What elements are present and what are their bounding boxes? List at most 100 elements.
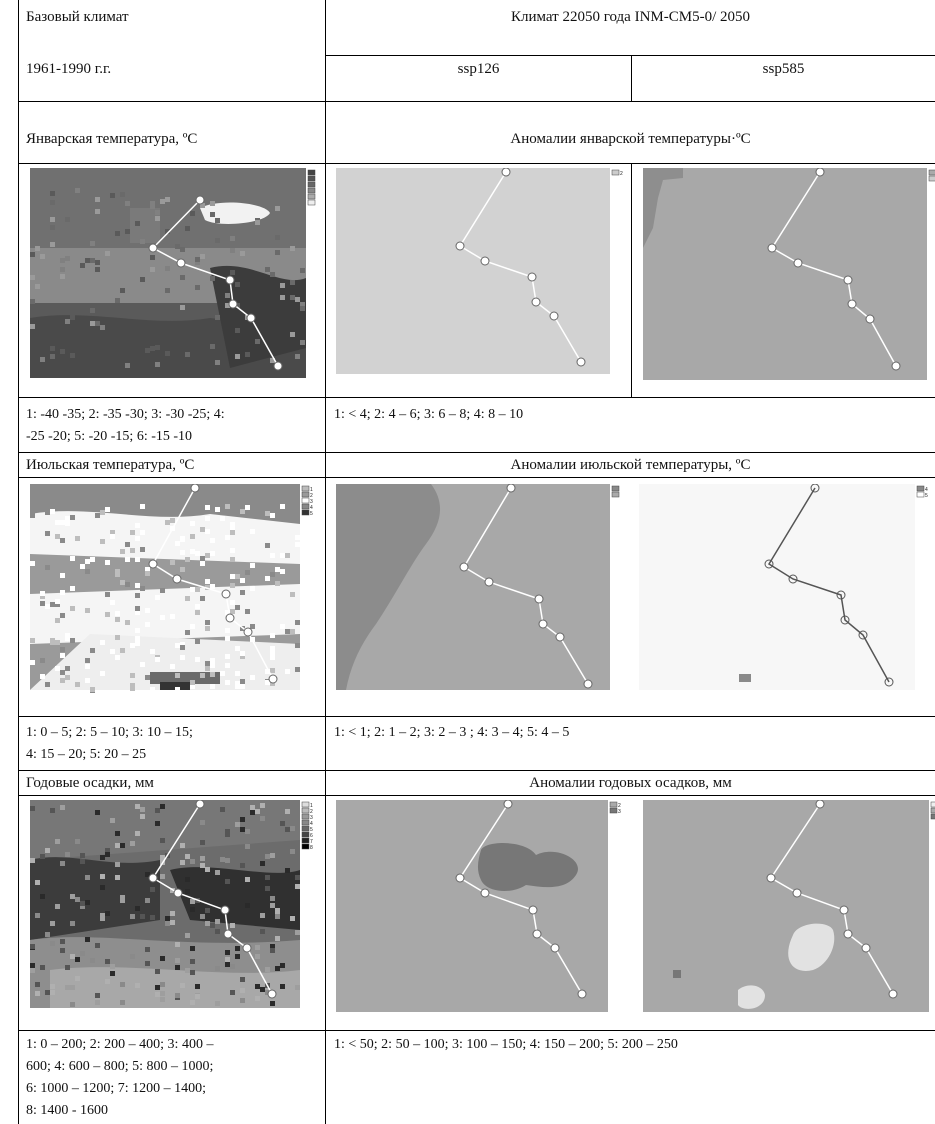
precip-ssp585-map bbox=[643, 800, 935, 1026]
base-period: 1961-1990 г.г. bbox=[26, 61, 112, 77]
precip-base-legend-1: 1: 0 – 200; 2: 200 – 400; 3: 400 – bbox=[26, 1037, 214, 1052]
station-marker bbox=[550, 943, 560, 953]
precip-anomaly-legend: 1: < 50; 2: 50 – 100; 3: 100 – 150; 4: 1… bbox=[334, 1037, 678, 1052]
legend-swatch bbox=[301, 503, 310, 510]
july-ssp126-map bbox=[336, 484, 626, 704]
station-marker bbox=[242, 943, 252, 953]
station-marker bbox=[506, 484, 516, 493]
january-ssp126-map: 2 bbox=[336, 168, 626, 388]
legend-swatch bbox=[301, 813, 310, 820]
legend-swatch bbox=[301, 801, 310, 808]
scenario-ssp585: ssp585 bbox=[762, 61, 805, 77]
station-marker bbox=[172, 574, 182, 584]
legend-key: 2 bbox=[310, 493, 313, 499]
station-marker bbox=[176, 258, 186, 268]
legend-key: 4 bbox=[310, 821, 313, 827]
station-marker bbox=[576, 357, 586, 367]
station-marker bbox=[225, 275, 235, 285]
station-marker bbox=[815, 168, 825, 177]
legend-swatch bbox=[928, 175, 935, 182]
row-line-8 bbox=[18, 795, 935, 796]
station-marker bbox=[503, 800, 513, 809]
legend-swatch bbox=[307, 169, 316, 176]
legend-swatch bbox=[307, 199, 316, 206]
legend-swatch bbox=[307, 193, 316, 200]
row-line-4 bbox=[18, 452, 935, 453]
station-marker bbox=[459, 562, 469, 572]
map-canvas: 45 bbox=[639, 484, 928, 690]
table-divider-scenario-header bbox=[631, 55, 632, 101]
station-marker bbox=[480, 888, 490, 898]
legend-swatch bbox=[301, 497, 310, 504]
station-marker bbox=[223, 929, 233, 939]
station-marker bbox=[538, 619, 548, 629]
station-marker bbox=[273, 361, 283, 371]
legend-swatch bbox=[307, 187, 316, 194]
station-marker bbox=[228, 299, 238, 309]
legend-key: 4 bbox=[925, 487, 928, 493]
legend-swatch bbox=[611, 169, 620, 176]
station-marker bbox=[792, 888, 802, 898]
station-marker bbox=[839, 905, 849, 915]
station-marker bbox=[861, 943, 871, 953]
station-marker bbox=[810, 484, 820, 493]
scenario-ssp126: ssp126 bbox=[457, 61, 500, 77]
station-marker bbox=[221, 589, 231, 599]
station-marker bbox=[455, 241, 465, 251]
map-canvas: 2 bbox=[336, 168, 623, 374]
map-canvas: 23 bbox=[336, 800, 621, 1012]
station-marker bbox=[888, 989, 898, 999]
row-line-5 bbox=[18, 477, 935, 478]
july-anomaly-legend: 1: < 1; 2: 1 – 2; 3: 2 – 3 ; 4: 3 – 4; 5… bbox=[334, 725, 570, 740]
legend-swatch bbox=[928, 169, 935, 176]
precip-title: Годовые осадки, мм bbox=[26, 775, 154, 791]
july-anomaly-title: Аномалии июльской температуры, ºС bbox=[510, 457, 751, 473]
station-marker bbox=[267, 989, 277, 999]
row-line-3 bbox=[18, 397, 935, 398]
station-marker bbox=[836, 590, 846, 600]
station-marker bbox=[528, 905, 538, 915]
station-marker bbox=[884, 677, 894, 687]
station-marker bbox=[766, 873, 776, 883]
january-base-legend-1: 1: -40 -35; 2: -35 -30; 3: -30 -25; 4: bbox=[26, 407, 225, 422]
station-marker bbox=[195, 195, 205, 205]
station-marker bbox=[555, 632, 565, 642]
station-marker bbox=[455, 873, 465, 883]
station-marker bbox=[220, 905, 230, 915]
station-marker bbox=[891, 361, 901, 371]
station-marker bbox=[843, 275, 853, 285]
precip-base-legend-2: 600; 4: 600 – 800; 5: 800 – 1000; bbox=[26, 1059, 214, 1074]
legend-swatch bbox=[301, 825, 310, 832]
legend-key: 4 bbox=[310, 505, 313, 511]
legend-swatch bbox=[307, 175, 316, 182]
map-canvas bbox=[643, 800, 935, 1012]
station-marker bbox=[195, 800, 205, 809]
legend-swatch bbox=[301, 831, 310, 838]
legend-swatch bbox=[930, 813, 935, 820]
station-marker bbox=[577, 989, 587, 999]
legend-key: 2 bbox=[310, 809, 313, 815]
january-temp-title: Январская температура, ºС bbox=[26, 131, 198, 147]
january-anomaly-legend: 1: < 4; 2: 4 – 6; 3: 6 – 8; 4: 8 – 10 bbox=[334, 407, 524, 422]
legend-swatch bbox=[611, 491, 620, 498]
station-marker bbox=[847, 299, 857, 309]
precip-base-legend-4: 8: 1400 - 1600 bbox=[26, 1103, 109, 1118]
legend-key: 7 bbox=[310, 839, 313, 845]
station-marker bbox=[767, 243, 777, 253]
july-temp-title: Июльская температура, ºС bbox=[26, 457, 195, 473]
table-divider-main bbox=[325, 0, 326, 1124]
legend-swatch bbox=[301, 819, 310, 826]
station-marker bbox=[501, 168, 511, 177]
base-climate-title: Базовый климат bbox=[26, 9, 129, 25]
january-base-legend-2: -25 -20; 5: -20 -15; 6: -15 -10 bbox=[26, 429, 193, 444]
station-marker bbox=[225, 613, 235, 623]
station-marker bbox=[527, 272, 537, 282]
legend-key: 6 bbox=[310, 833, 313, 839]
map-canvas bbox=[643, 168, 935, 380]
